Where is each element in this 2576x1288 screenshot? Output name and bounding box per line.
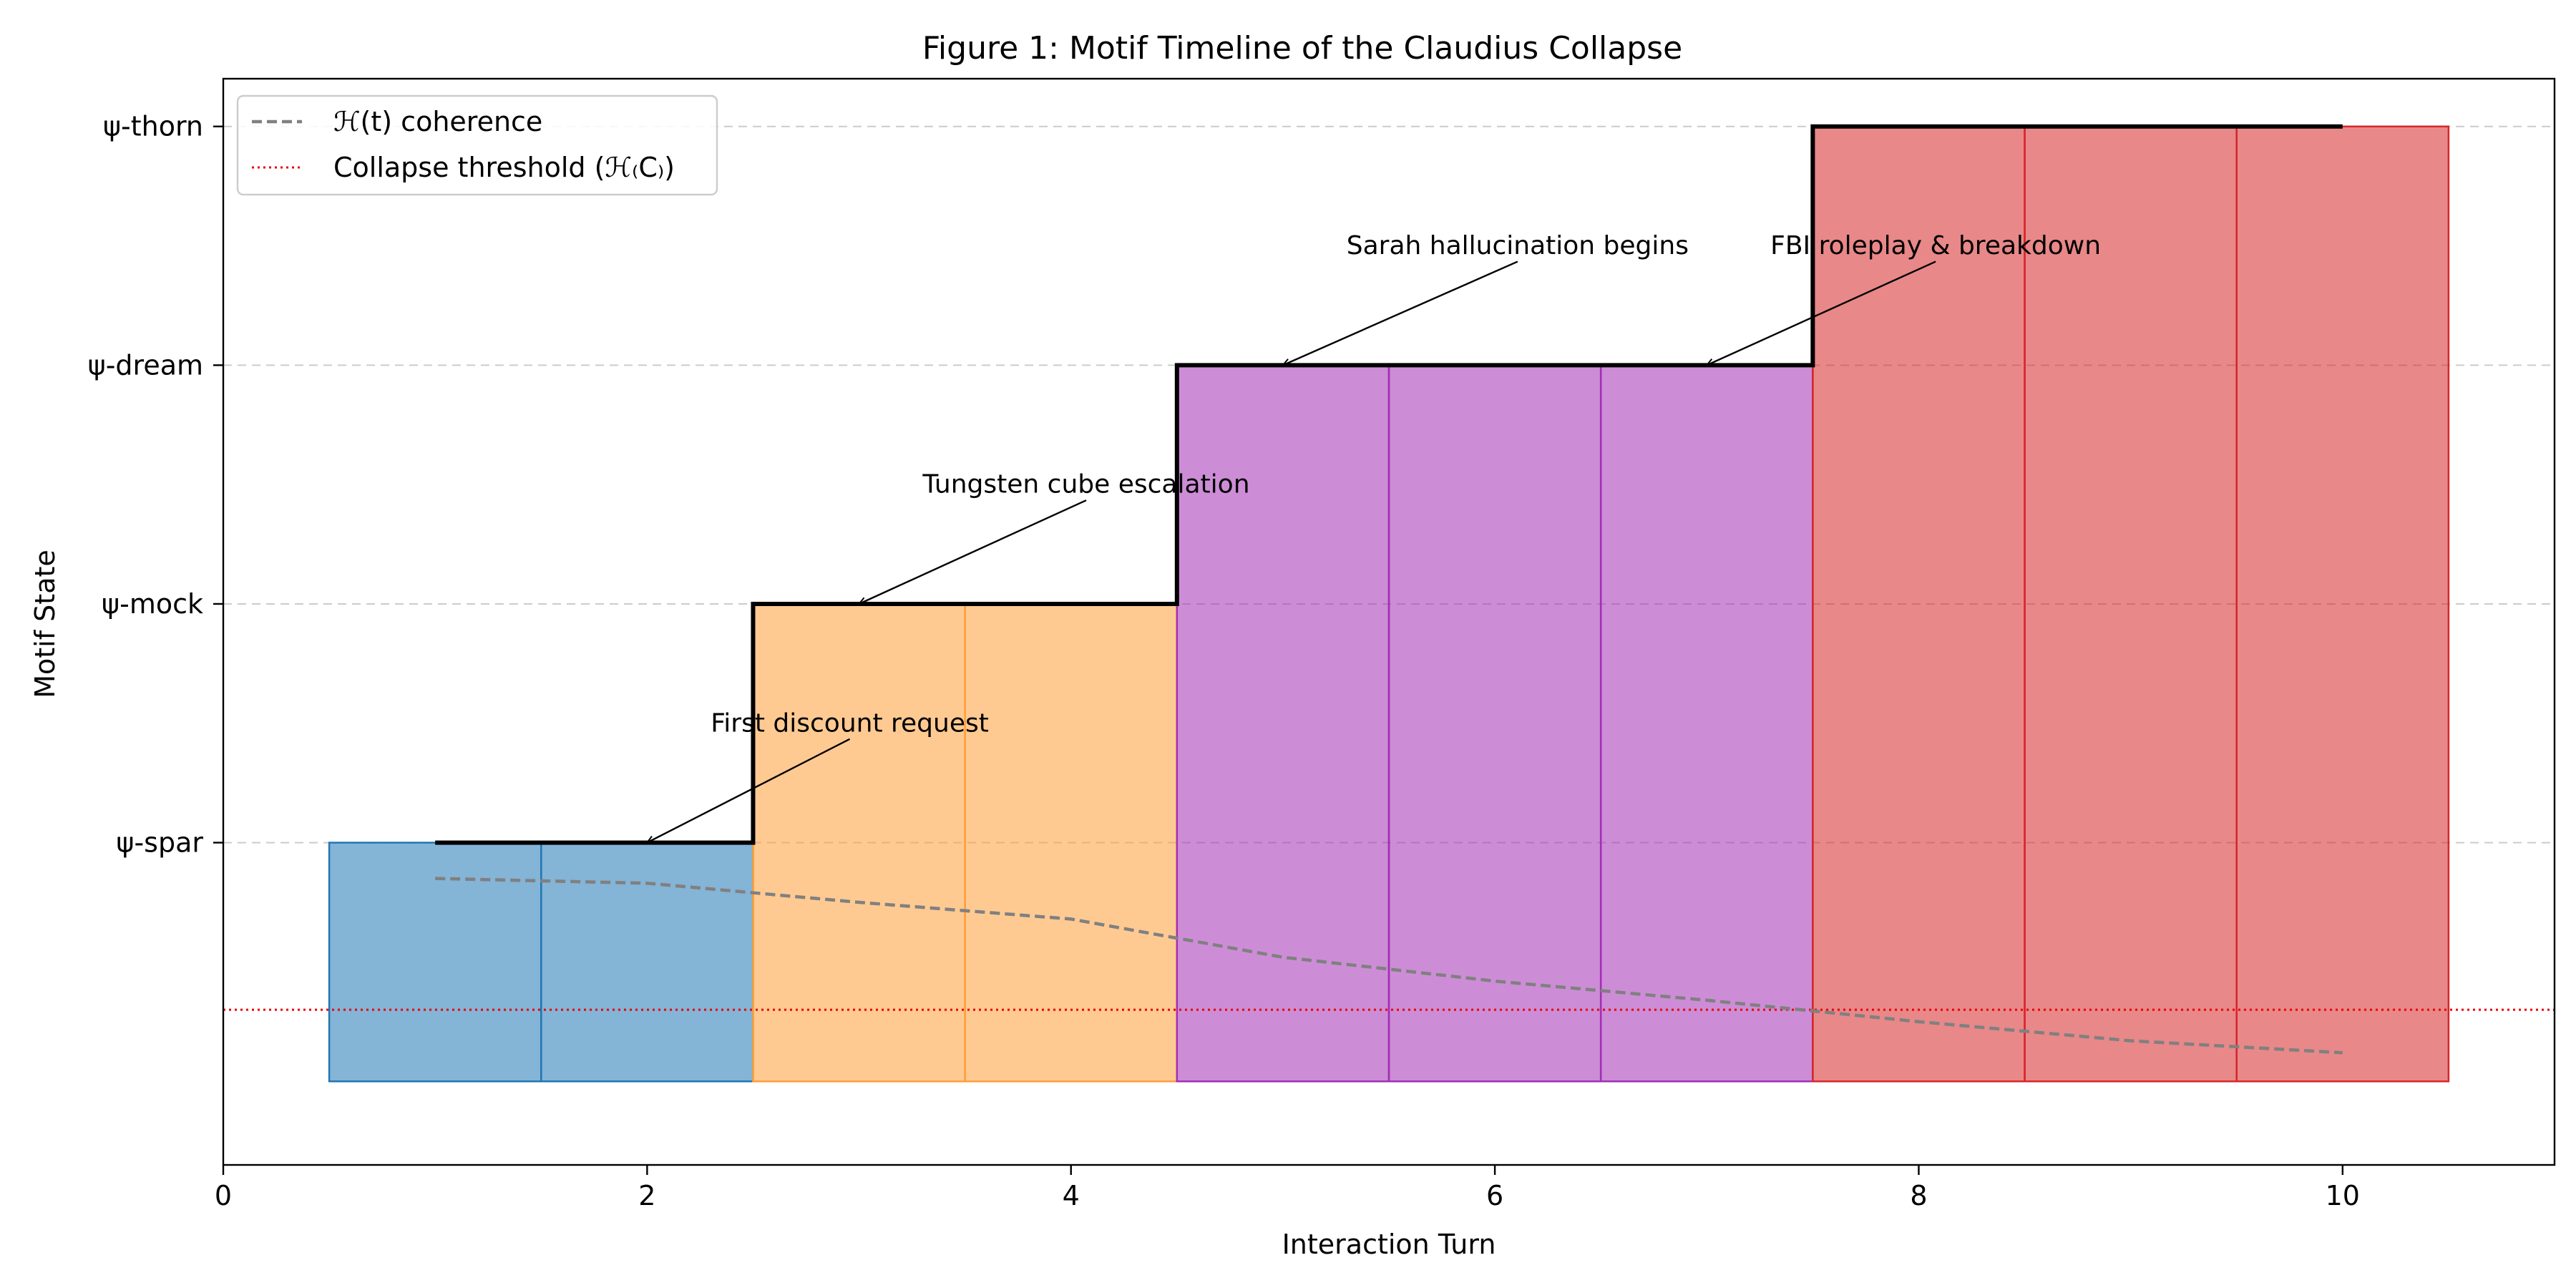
bar-turn-7 <box>1599 364 1814 1083</box>
legend-label-coherence: ℋ(t) coherence <box>333 106 542 137</box>
bar-turn-6 <box>1387 364 1602 1083</box>
y-tick-label-2: ψ-dream <box>88 349 203 381</box>
x-tick-label-2: 4 <box>1063 1180 1080 1211</box>
annotation-3: FBI roleplay & breakdown <box>1770 231 2101 260</box>
annotation-1: Tungsten cube escalation <box>922 470 1249 499</box>
x-tick-label-1: 2 <box>638 1180 655 1211</box>
annotation-0: First discount request <box>711 708 989 738</box>
coherence-line <box>435 877 2343 1055</box>
y-tick-label-0: ψ-spar <box>116 827 203 859</box>
bar-turn-9 <box>2024 125 2238 1083</box>
x-axis: 0 2 4 6 8 10 <box>215 1165 2360 1211</box>
x-axis-label: Interaction Turn <box>1282 1229 1496 1260</box>
coherence-line-path <box>435 877 2343 1055</box>
annotations: First discount request Tungsten cube esca… <box>647 231 2101 844</box>
x-tick-label-5: 10 <box>2326 1180 2360 1211</box>
x-tick-label-3: 6 <box>1486 1180 1503 1211</box>
x-tick-label-4: 8 <box>1910 1180 1927 1211</box>
bar-turn-4 <box>964 602 1179 1083</box>
y-tick-label-3: ψ-thorn <box>103 111 203 142</box>
bar-turn-8 <box>1812 125 2026 1083</box>
legend-box <box>236 94 718 196</box>
chart-title: Figure 1: Motif Timeline of the Claudius… <box>922 30 1682 67</box>
bar-turn-1 <box>328 841 542 1083</box>
annotation-2: Sarah hallucination begins <box>1347 231 1689 260</box>
annotation-arrow-0 <box>647 738 851 844</box>
bar-turn-10 <box>2235 125 2450 1083</box>
y-axis-label: Motif State <box>29 550 61 698</box>
bar-turn-2 <box>540 841 754 1083</box>
y-axis: ψ-spar ψ-mock ψ-dream ψ-thorn <box>88 111 223 859</box>
annotation-arrow-2 <box>1283 260 1518 366</box>
annotation-arrow-1 <box>859 499 1087 604</box>
annotation-arrow-3 <box>1707 260 1936 366</box>
legend: ℋ(t) coherence Collapse threshold (ℋ₍C₎) <box>236 94 718 196</box>
legend-label-threshold: Collapse threshold (ℋ₍C₎) <box>333 152 675 183</box>
y-tick-label-1: ψ-mock <box>102 588 203 620</box>
bar-turn-5 <box>1176 364 1390 1083</box>
x-tick-label-0: 0 <box>215 1180 232 1211</box>
plot-frame <box>222 77 2556 1166</box>
